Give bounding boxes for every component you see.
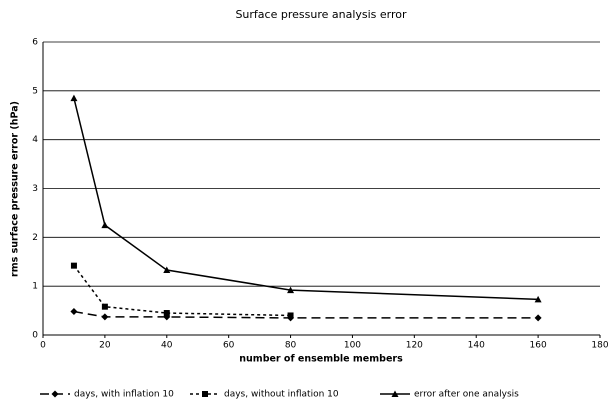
legend-marker [202,391,208,397]
x-tick-label: 160 [530,341,547,351]
marker [70,94,78,102]
marker [101,303,108,310]
x-tick-label: 60 [223,341,235,351]
marker [101,313,109,321]
x-tick-label: 100 [344,341,361,351]
marker [534,295,542,303]
marker [287,286,295,294]
series-line [73,265,291,317]
y-tick-label: 2 [32,233,38,243]
marker [534,314,542,322]
x-tick-label: 0 [40,341,46,351]
y-tick-label: 4 [32,135,38,145]
marker [163,310,170,317]
legend-marker [51,390,59,398]
x-axis-label: number of ensemble members [239,354,403,365]
legend-label: days, without inflation 10 [224,390,339,400]
x-tick-label: 40 [161,341,173,351]
y-tick-label: 3 [32,184,38,194]
legend-label: error after one analysis [414,390,519,400]
y-tick-label: 6 [32,38,38,48]
y-tick-label: 5 [32,86,38,96]
series-line [73,97,539,301]
x-tick-label: 180 [591,341,608,351]
x-tick-label: 120 [406,341,423,351]
marker [70,308,78,316]
x-tick-label: 80 [285,341,297,351]
marker [163,266,171,274]
x-tick-label: 140 [468,341,485,351]
legend-marker [391,390,399,397]
marker [101,221,109,229]
marker [287,312,294,319]
y-tick-label: 0 [32,331,38,341]
marker [70,262,77,269]
legend-label: days, with inflation 10 [74,390,174,400]
x-tick-label: 20 [99,341,111,351]
y-axis-label: rms surface pressure error (hPa) [10,101,21,277]
y-tick-label: 1 [32,282,38,292]
chart-title: Surface pressure analysis error [235,8,407,21]
series-line [73,310,539,319]
